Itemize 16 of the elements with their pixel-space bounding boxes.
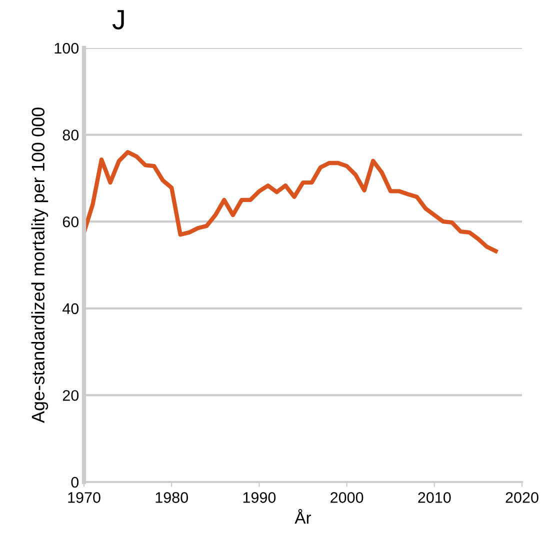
x-tick-label: 1990 bbox=[243, 492, 276, 503]
x-tick-label: 1980 bbox=[156, 492, 188, 503]
chart-title: J bbox=[112, 10, 124, 30]
x-axis-title: År bbox=[294, 508, 312, 524]
y-tick-label: 100 bbox=[54, 42, 79, 54]
y-tick-label: 40 bbox=[62, 303, 79, 314]
x-tick-label: 1970 bbox=[68, 492, 100, 503]
y-tick-label: 60 bbox=[62, 216, 79, 228]
y-axis-title: Age-standardized mortality per 100 000 bbox=[31, 108, 48, 424]
x-tick-label: 2010 bbox=[418, 492, 451, 503]
y-tick-label: 20 bbox=[62, 390, 79, 401]
x-tick-label: 2020 bbox=[506, 492, 538, 503]
x-tick-label: 2000 bbox=[330, 492, 364, 503]
y-tick-label: 80 bbox=[62, 130, 79, 140]
line-series bbox=[84, 150, 498, 254]
y-tick-label: 0 bbox=[71, 476, 79, 488]
